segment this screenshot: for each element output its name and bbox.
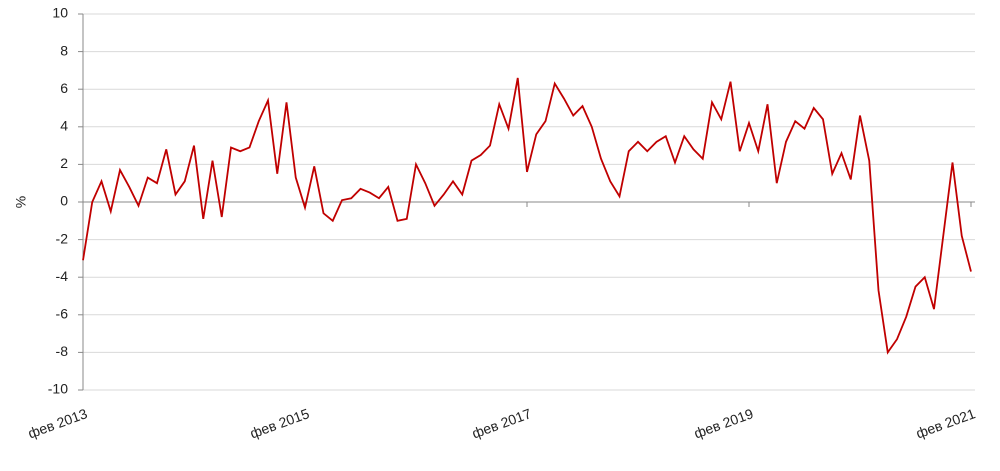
line-series <box>82 77 972 355</box>
y-tick-label: -6 <box>56 306 69 322</box>
y-tick-label: 0 <box>60 193 68 209</box>
y-tick-label: 2 <box>60 155 68 171</box>
y-tick-label: -10 <box>48 381 68 397</box>
y-tick-label: -8 <box>56 343 69 359</box>
y-tick-label: 6 <box>60 80 68 96</box>
x-tick-label: фев 2019 <box>692 405 756 441</box>
x-tick-label: фев 2017 <box>470 405 534 441</box>
x-tick-label: фев 2013 <box>26 405 90 441</box>
y-axis-label: % <box>13 196 29 208</box>
x-tick-label: фев 2015 <box>248 405 312 441</box>
x-tick-label: фев 2021 <box>914 405 978 441</box>
y-tick-label: -2 <box>56 230 69 246</box>
y-tick-label: 4 <box>60 118 68 134</box>
y-tick-label: 10 <box>52 5 68 21</box>
y-tick-label: 8 <box>60 42 68 58</box>
y-tick-label: -4 <box>56 268 69 284</box>
